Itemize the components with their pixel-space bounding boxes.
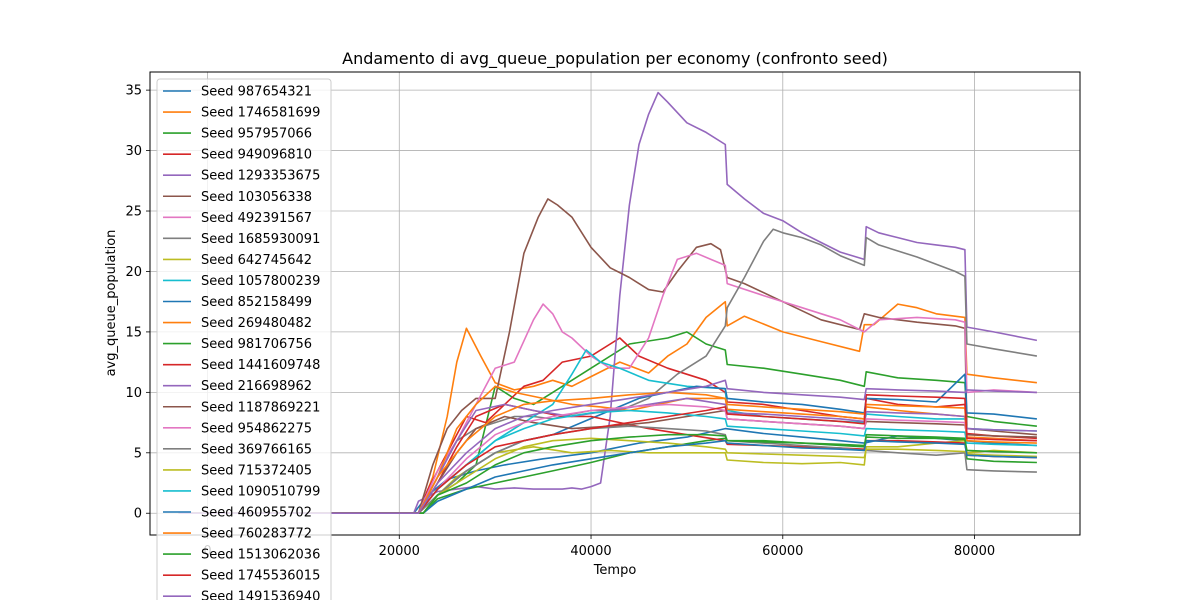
- y-tick-label: 25: [125, 205, 142, 220]
- legend-entry: Seed 760283772: [201, 527, 312, 542]
- legend: Seed 987654321 Seed 1746581699 Seed 957957…: [156, 78, 332, 600]
- tick-layer: 02000040000600008000005101520253035: [125, 84, 995, 559]
- legend-entry: Seed 1491536940: [201, 590, 320, 600]
- legend-entry: Seed 981706756: [201, 337, 312, 352]
- x-tick-label: 60000: [762, 544, 803, 559]
- y-axis-label: avg_queue_population: [104, 230, 119, 377]
- series-line-24: [178, 393, 1037, 515]
- x-tick-label: 40000: [570, 544, 611, 559]
- legend-entry: Seed 1685930091: [201, 232, 320, 247]
- series-line-8: [178, 228, 1038, 515]
- series-line-22: [178, 391, 1037, 515]
- x-tick-label: 20000: [379, 544, 420, 559]
- series-line-7: [178, 252, 1037, 515]
- legend-entry: Seed 1293353675: [201, 169, 320, 184]
- x-tick-label: 80000: [954, 544, 995, 559]
- y-tick-label: 0: [134, 507, 142, 522]
- plot-frame: [149, 71, 1081, 536]
- x-axis-label: Tempo: [593, 563, 637, 578]
- legend-entry: Seed 216698962: [201, 379, 312, 394]
- legend-entry: Seed 1441609748: [201, 358, 320, 373]
- legend-entry: Seed 492391567: [201, 211, 312, 226]
- legend-entry: Seed 1745536015: [201, 569, 320, 584]
- legend-entry: Seed 103056338: [201, 190, 312, 205]
- legend-entry: Seed 1187869221: [201, 400, 320, 415]
- legend-entry: Seed 369766165: [201, 442, 312, 457]
- y-tick-label: 30: [125, 144, 142, 159]
- series-layer: [178, 91, 1038, 515]
- legend-entry: Seed 949096810: [201, 148, 312, 163]
- legend-entry: Seed 642745642: [201, 253, 312, 268]
- series-line-5: [178, 91, 1038, 515]
- legend-entry: Seed 1090510799: [201, 484, 320, 499]
- y-tick-label: 10: [125, 386, 142, 401]
- series-line-17: [178, 403, 1037, 515]
- series-line-20: [178, 409, 1037, 515]
- legend-entry: Seed 852158499: [201, 295, 312, 310]
- legend-entry: Seed 954862275: [201, 421, 312, 436]
- legend-entry: Seed 1057800239: [201, 274, 320, 289]
- series-line-25: [178, 379, 1037, 515]
- legend-box: [156, 78, 332, 600]
- y-tick-label: 35: [125, 84, 142, 99]
- series-line-19: [178, 437, 1037, 515]
- series-line-2: [178, 300, 1037, 515]
- legend-entry: Seed 1746581699: [201, 106, 320, 121]
- y-tick-label: 20: [125, 265, 142, 280]
- legend-entry: Seed 269480482: [201, 316, 312, 331]
- legend-entry: Seed 715372405: [201, 463, 312, 478]
- legend-entry: Seed 460955702: [201, 506, 312, 521]
- chart-title: Andamento di avg_queue_population per ec…: [342, 49, 888, 69]
- y-tick-label: 5: [134, 446, 142, 461]
- legend-entry: Seed 987654321: [201, 85, 312, 100]
- series-line-23: [178, 433, 1037, 515]
- legend-entry: Seed 957957066: [201, 127, 312, 142]
- series-line-21: [178, 439, 1037, 515]
- y-tick-label: 15: [125, 325, 142, 340]
- legend-entry: Seed 1513062036: [201, 548, 320, 563]
